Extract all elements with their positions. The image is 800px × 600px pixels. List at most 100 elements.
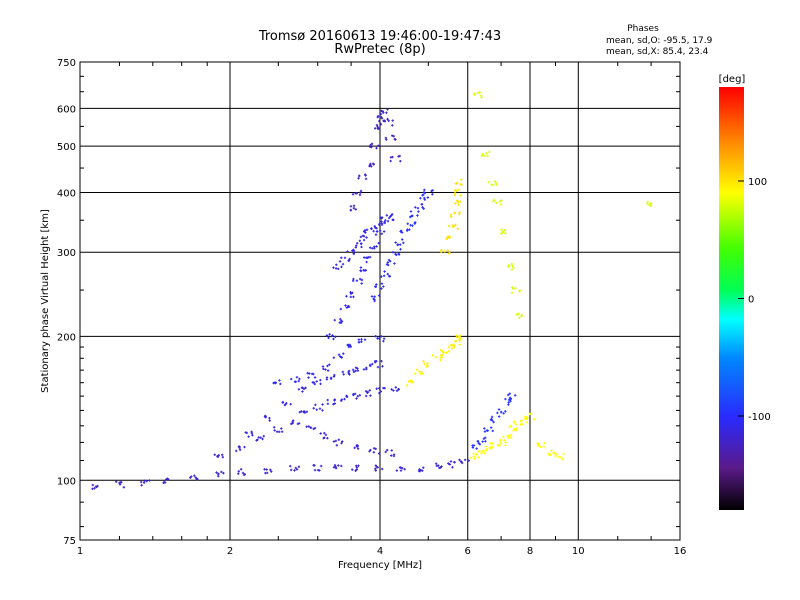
data-point: [415, 368, 419, 371]
data-point: [369, 364, 372, 368]
data-point: [504, 444, 507, 447]
data-point: [326, 369, 330, 372]
data-point: [491, 419, 494, 422]
data-point: [420, 203, 424, 206]
data-point: [483, 452, 487, 455]
x-tick-label: 1: [77, 546, 83, 557]
data-point: [387, 119, 390, 122]
data-point: [514, 429, 518, 432]
data-point: [340, 356, 343, 359]
data-point: [362, 235, 366, 238]
data-point: [359, 189, 363, 193]
data-point: [453, 461, 456, 464]
data-point: [279, 382, 282, 386]
data-point: [384, 219, 387, 222]
data-point: [340, 265, 343, 269]
data-point: [504, 441, 507, 444]
data-point: [343, 256, 347, 260]
data-point: [414, 206, 417, 209]
data-point: [312, 427, 315, 431]
data-point: [475, 447, 478, 450]
data-point: [377, 144, 380, 147]
data-point: [352, 392, 355, 396]
data-point: [454, 223, 457, 227]
data-point: [489, 442, 492, 445]
data-point: [354, 192, 357, 195]
data-point: [263, 468, 266, 471]
data-point: [217, 474, 220, 478]
data-point: [374, 127, 377, 130]
data-point: [346, 250, 349, 253]
data-points: [91, 91, 653, 491]
data-point: [480, 449, 483, 453]
data-point: [280, 430, 284, 433]
data-point: [339, 355, 342, 358]
data-point: [405, 229, 409, 232]
data-point: [443, 250, 446, 253]
data-point: [460, 178, 463, 181]
data-point: [365, 260, 368, 264]
data-point: [380, 282, 384, 285]
data-point: [506, 265, 510, 268]
data-point: [352, 295, 355, 299]
data-point: [389, 156, 393, 159]
data-point: [498, 444, 501, 447]
data-point: [395, 253, 398, 257]
data-point: [346, 305, 350, 309]
data-point: [485, 152, 488, 155]
data-point: [368, 246, 372, 249]
data-point: [335, 444, 339, 447]
data-point: [420, 371, 423, 374]
data-point: [373, 360, 377, 363]
data-point: [448, 236, 451, 240]
data-point: [313, 426, 317, 430]
data-point: [504, 231, 507, 235]
data-point: [221, 455, 225, 459]
data-point: [302, 387, 306, 391]
data-point: [385, 111, 388, 114]
data-point: [423, 362, 426, 365]
data-point: [486, 429, 489, 432]
data-point: [484, 436, 487, 439]
data-point: [500, 199, 503, 202]
data-point: [512, 429, 515, 432]
data-point: [375, 146, 378, 150]
data-point: [447, 350, 450, 353]
data-point: [458, 339, 461, 343]
data-point: [482, 449, 485, 453]
data-point: [406, 222, 409, 225]
data-point: [391, 124, 394, 127]
data-point: [447, 462, 450, 465]
data-point: [469, 456, 473, 460]
data-point: [391, 134, 394, 137]
data-point: [251, 433, 254, 437]
data-point: [298, 377, 301, 381]
data-point: [458, 343, 462, 346]
data-point: [220, 470, 223, 474]
data-point: [356, 447, 360, 450]
y-tick-label: 100: [57, 476, 76, 487]
data-point: [383, 220, 386, 224]
data-point: [481, 152, 484, 156]
data-point: [337, 267, 340, 271]
data-point: [339, 307, 343, 311]
data-point: [280, 427, 283, 430]
data-point: [459, 194, 462, 197]
data-point: [340, 256, 343, 259]
data-point: [498, 200, 501, 203]
data-point: [382, 274, 386, 278]
data-point: [501, 230, 504, 234]
data-point: [369, 162, 372, 166]
data-point: [382, 230, 386, 233]
data-point: [284, 403, 287, 406]
data-point: [446, 236, 449, 240]
data-point: [364, 394, 368, 398]
data-point: [357, 464, 360, 467]
data-point: [270, 470, 273, 473]
data-point: [250, 430, 253, 434]
data-point: [355, 444, 359, 447]
data-point: [508, 392, 511, 395]
data-point: [484, 445, 487, 448]
data-point: [297, 388, 301, 391]
